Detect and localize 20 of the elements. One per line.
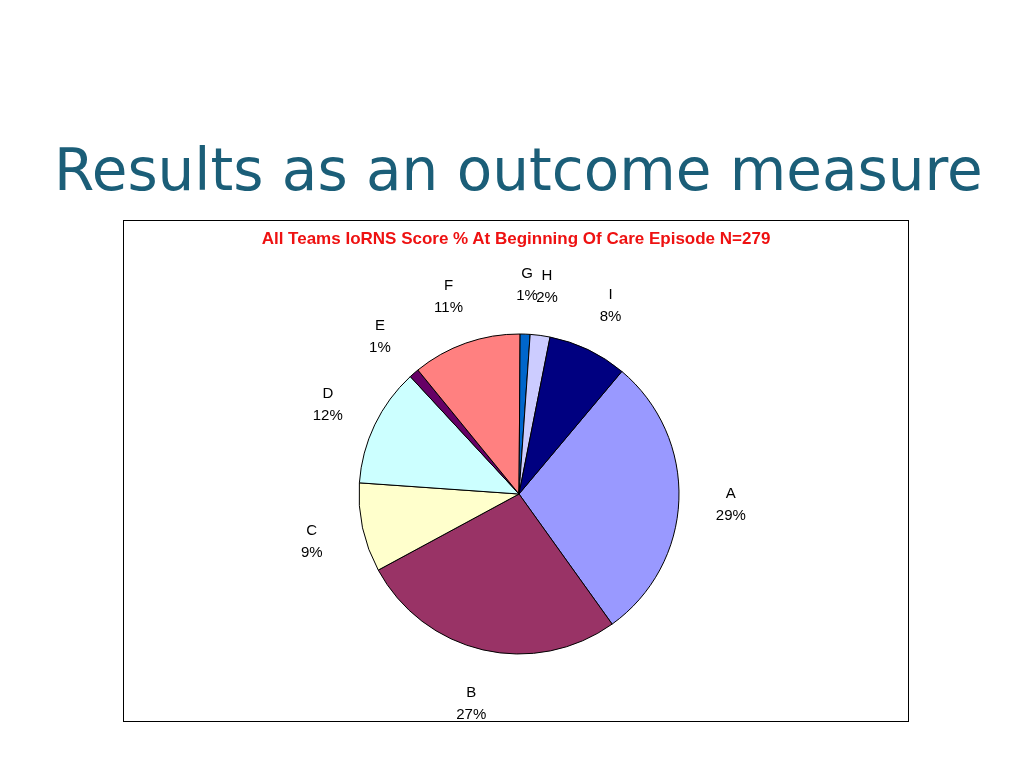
slice-label: B <box>466 682 477 700</box>
slice-label: E <box>374 316 385 333</box>
slice-label: G <box>521 264 533 282</box>
slice-label: H <box>541 265 553 283</box>
slice-label: D <box>322 384 334 402</box>
slice-label: F <box>444 276 454 294</box>
slice-label: A <box>725 484 736 502</box>
data-label: 9% <box>300 542 323 560</box>
data-label: 1% <box>369 338 391 355</box>
data-label: 27% <box>456 704 487 722</box>
data-label: 29% <box>715 506 746 524</box>
chart-title: Results as an outcome measure <box>54 136 983 204</box>
data-label: 8% <box>599 306 622 324</box>
data-label: 12% <box>312 406 343 424</box>
data-label: 11% <box>434 298 464 316</box>
chart-subtitle: All Teams IoRNS Score % At Beginning Of Care Episode N=279 <box>260 229 772 249</box>
data-label: 2% <box>536 287 558 305</box>
data-label: 1% <box>516 286 538 304</box>
slice-label: C <box>306 520 318 538</box>
slice-label: I <box>608 284 613 302</box>
